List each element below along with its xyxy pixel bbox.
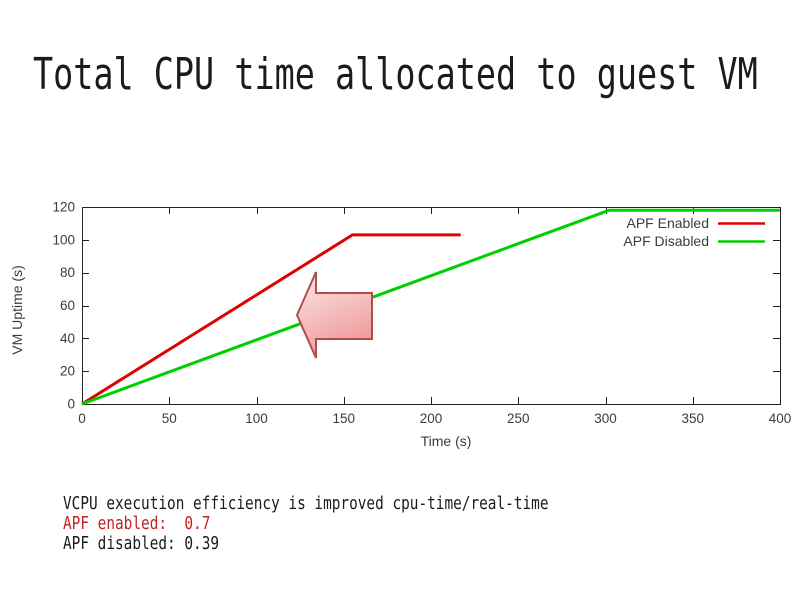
- x-axis-label: Time (s): [421, 433, 472, 449]
- svg-text:300: 300: [594, 411, 617, 426]
- svg-text:100: 100: [52, 232, 75, 247]
- svg-text:200: 200: [420, 411, 443, 426]
- svg-text:150: 150: [332, 411, 355, 426]
- left-block-arrow-annotation: [295, 271, 373, 359]
- svg-text:400: 400: [769, 411, 792, 426]
- svg-text:60: 60: [60, 298, 75, 313]
- series-line-apf-enabled: [81, 233, 461, 406]
- note-efficiency: VCPU execution efficiency is improved cp…: [63, 493, 549, 514]
- legend-entry-2: APF Disabled: [623, 233, 765, 249]
- svg-text:350: 350: [681, 411, 704, 426]
- svg-text:100: 100: [245, 411, 268, 426]
- note-apf-disabled: APF disabled: 0.39: [63, 533, 220, 554]
- svg-text:80: 80: [60, 265, 75, 280]
- x-tick-labels: 0 50 100 150 200 250 300 350 400: [78, 411, 791, 426]
- legend: APF Enabled APF Disabled: [623, 215, 765, 249]
- svg-text:40: 40: [60, 331, 75, 346]
- legend-label: APF Enabled: [627, 215, 710, 231]
- legend-label: APF Disabled: [623, 233, 709, 249]
- slide-title: Total CPU time allocated to guest VM: [33, 49, 758, 100]
- svg-text:0: 0: [78, 411, 86, 426]
- svg-text:0: 0: [67, 397, 75, 412]
- svg-text:120: 120: [52, 200, 75, 215]
- notes-block: VCPU execution efficiency is improved cp…: [63, 494, 549, 554]
- tick-marks: [82, 207, 781, 405]
- y-axis-label: VM Uptime (s): [9, 265, 25, 354]
- legend-entry-1: APF Enabled: [627, 215, 765, 231]
- svg-text:20: 20: [60, 364, 75, 379]
- note-apf-enabled: APF enabled: 0.7: [63, 513, 211, 534]
- series-line-apf-disabled: [81, 208, 780, 406]
- svg-text:250: 250: [507, 411, 530, 426]
- y-tick-labels: 0 20 40 60 80 100 120: [52, 200, 75, 412]
- svg-text:50: 50: [162, 411, 177, 426]
